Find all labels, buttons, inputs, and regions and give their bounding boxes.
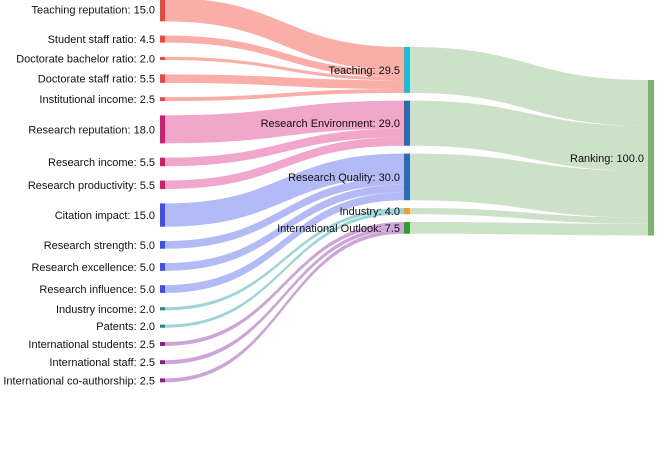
link-industry_income xyxy=(165,208,404,311)
node-research_strength xyxy=(160,240,165,249)
node-patents xyxy=(160,324,165,328)
label-research_quality: Research Quality: 30.0 xyxy=(288,172,400,184)
label-research_environment: Research Environment: 29.0 xyxy=(261,118,400,130)
label-doctorate_bachelor_ratio: Doctorate bachelor ratio: 2.0 xyxy=(16,53,155,65)
node-doctorate_staff_ratio xyxy=(160,74,165,83)
label-international_coauthorship: International co-authorship: 2.5 xyxy=(3,375,155,387)
link-research_excellence xyxy=(165,184,404,271)
label-doctorate_staff_ratio: Doctorate staff ratio: 5.5 xyxy=(38,74,155,86)
links-layer xyxy=(165,0,648,383)
label-industry_income: Industry income: 2.0 xyxy=(56,304,155,316)
node-international_coauthorship xyxy=(160,378,165,383)
node-ranking xyxy=(648,80,654,236)
label-ranking: Ranking: 100.0 xyxy=(570,153,644,165)
node-research_excellence xyxy=(160,263,165,271)
link-teaching_reputation xyxy=(165,0,404,71)
link-international_outlook-to-ranking xyxy=(410,222,648,236)
node-teaching xyxy=(404,47,410,93)
node-international_students xyxy=(160,342,165,346)
node-institutional_income xyxy=(160,97,165,102)
label-teaching_reputation: Teaching reputation: 15.0 xyxy=(31,5,155,17)
link-international_staff xyxy=(165,225,404,365)
node-industry_income xyxy=(160,307,165,311)
node-research_environment xyxy=(404,100,410,146)
node-teaching_reputation xyxy=(160,0,165,22)
link-research_productivity xyxy=(165,137,404,190)
node-industry xyxy=(404,208,410,215)
link-patents xyxy=(165,211,404,328)
link-industry-to-ranking xyxy=(410,208,648,224)
label-research_reputation: Research reputation: 18.0 xyxy=(28,124,155,136)
node-research_income xyxy=(160,157,165,167)
link-student_staff_ratio xyxy=(165,35,404,78)
label-international_staff: International staff: 2.5 xyxy=(49,357,155,369)
node-international_staff xyxy=(160,360,165,365)
link-doctorate_staff_ratio xyxy=(165,74,404,89)
node-citation_impact xyxy=(160,203,165,227)
label-international_students: International students: 2.5 xyxy=(28,339,155,351)
link-research_strength xyxy=(165,176,404,249)
node-research_influence xyxy=(160,285,165,293)
nodes-layer xyxy=(160,0,654,383)
link-citation_impact xyxy=(165,153,404,227)
label-industry: Industry: 4.0 xyxy=(339,206,400,218)
link-research_income xyxy=(165,128,404,167)
node-research_quality xyxy=(404,153,410,201)
label-patents: Patents: 2.0 xyxy=(96,321,155,333)
node-research_reputation xyxy=(160,115,165,144)
link-research_quality-to-ranking xyxy=(410,153,648,218)
label-teaching: Teaching: 29.5 xyxy=(328,65,400,77)
link-institutional_income xyxy=(165,88,404,102)
link-research_reputation xyxy=(165,100,404,144)
label-institutional_income: Institutional income: 2.5 xyxy=(39,94,155,106)
link-teaching-to-ranking xyxy=(410,47,648,126)
node-student_staff_ratio xyxy=(160,35,165,43)
link-international_coauthorship xyxy=(165,229,404,383)
label-research_income: Research income: 5.5 xyxy=(48,157,155,169)
label-research_strength: Research strength: 5.0 xyxy=(44,240,155,252)
label-student_staff_ratio: Student staff ratio: 4.5 xyxy=(48,34,155,46)
node-research_productivity xyxy=(160,180,165,190)
labels-layer: Teaching reputation: 15.0 Student staff r… xyxy=(3,5,644,388)
label-research_productivity: Research productivity: 5.5 xyxy=(28,180,155,192)
node-doctorate_bachelor_ratio xyxy=(160,56,165,61)
label-international_outlook: International Outlook: 7.5 xyxy=(277,223,400,235)
link-research_influence xyxy=(165,192,404,293)
label-citation_impact: Citation impact: 15.0 xyxy=(55,210,155,222)
label-research_influence: Research influence: 5.0 xyxy=(39,284,155,296)
node-international_outlook xyxy=(404,222,410,234)
link-international_students xyxy=(165,222,404,346)
label-research_excellence: Research excellence: 5.0 xyxy=(31,262,155,274)
link-research_environment-to-ranking xyxy=(410,100,648,171)
link-doctorate_bachelor_ratio xyxy=(165,56,404,81)
